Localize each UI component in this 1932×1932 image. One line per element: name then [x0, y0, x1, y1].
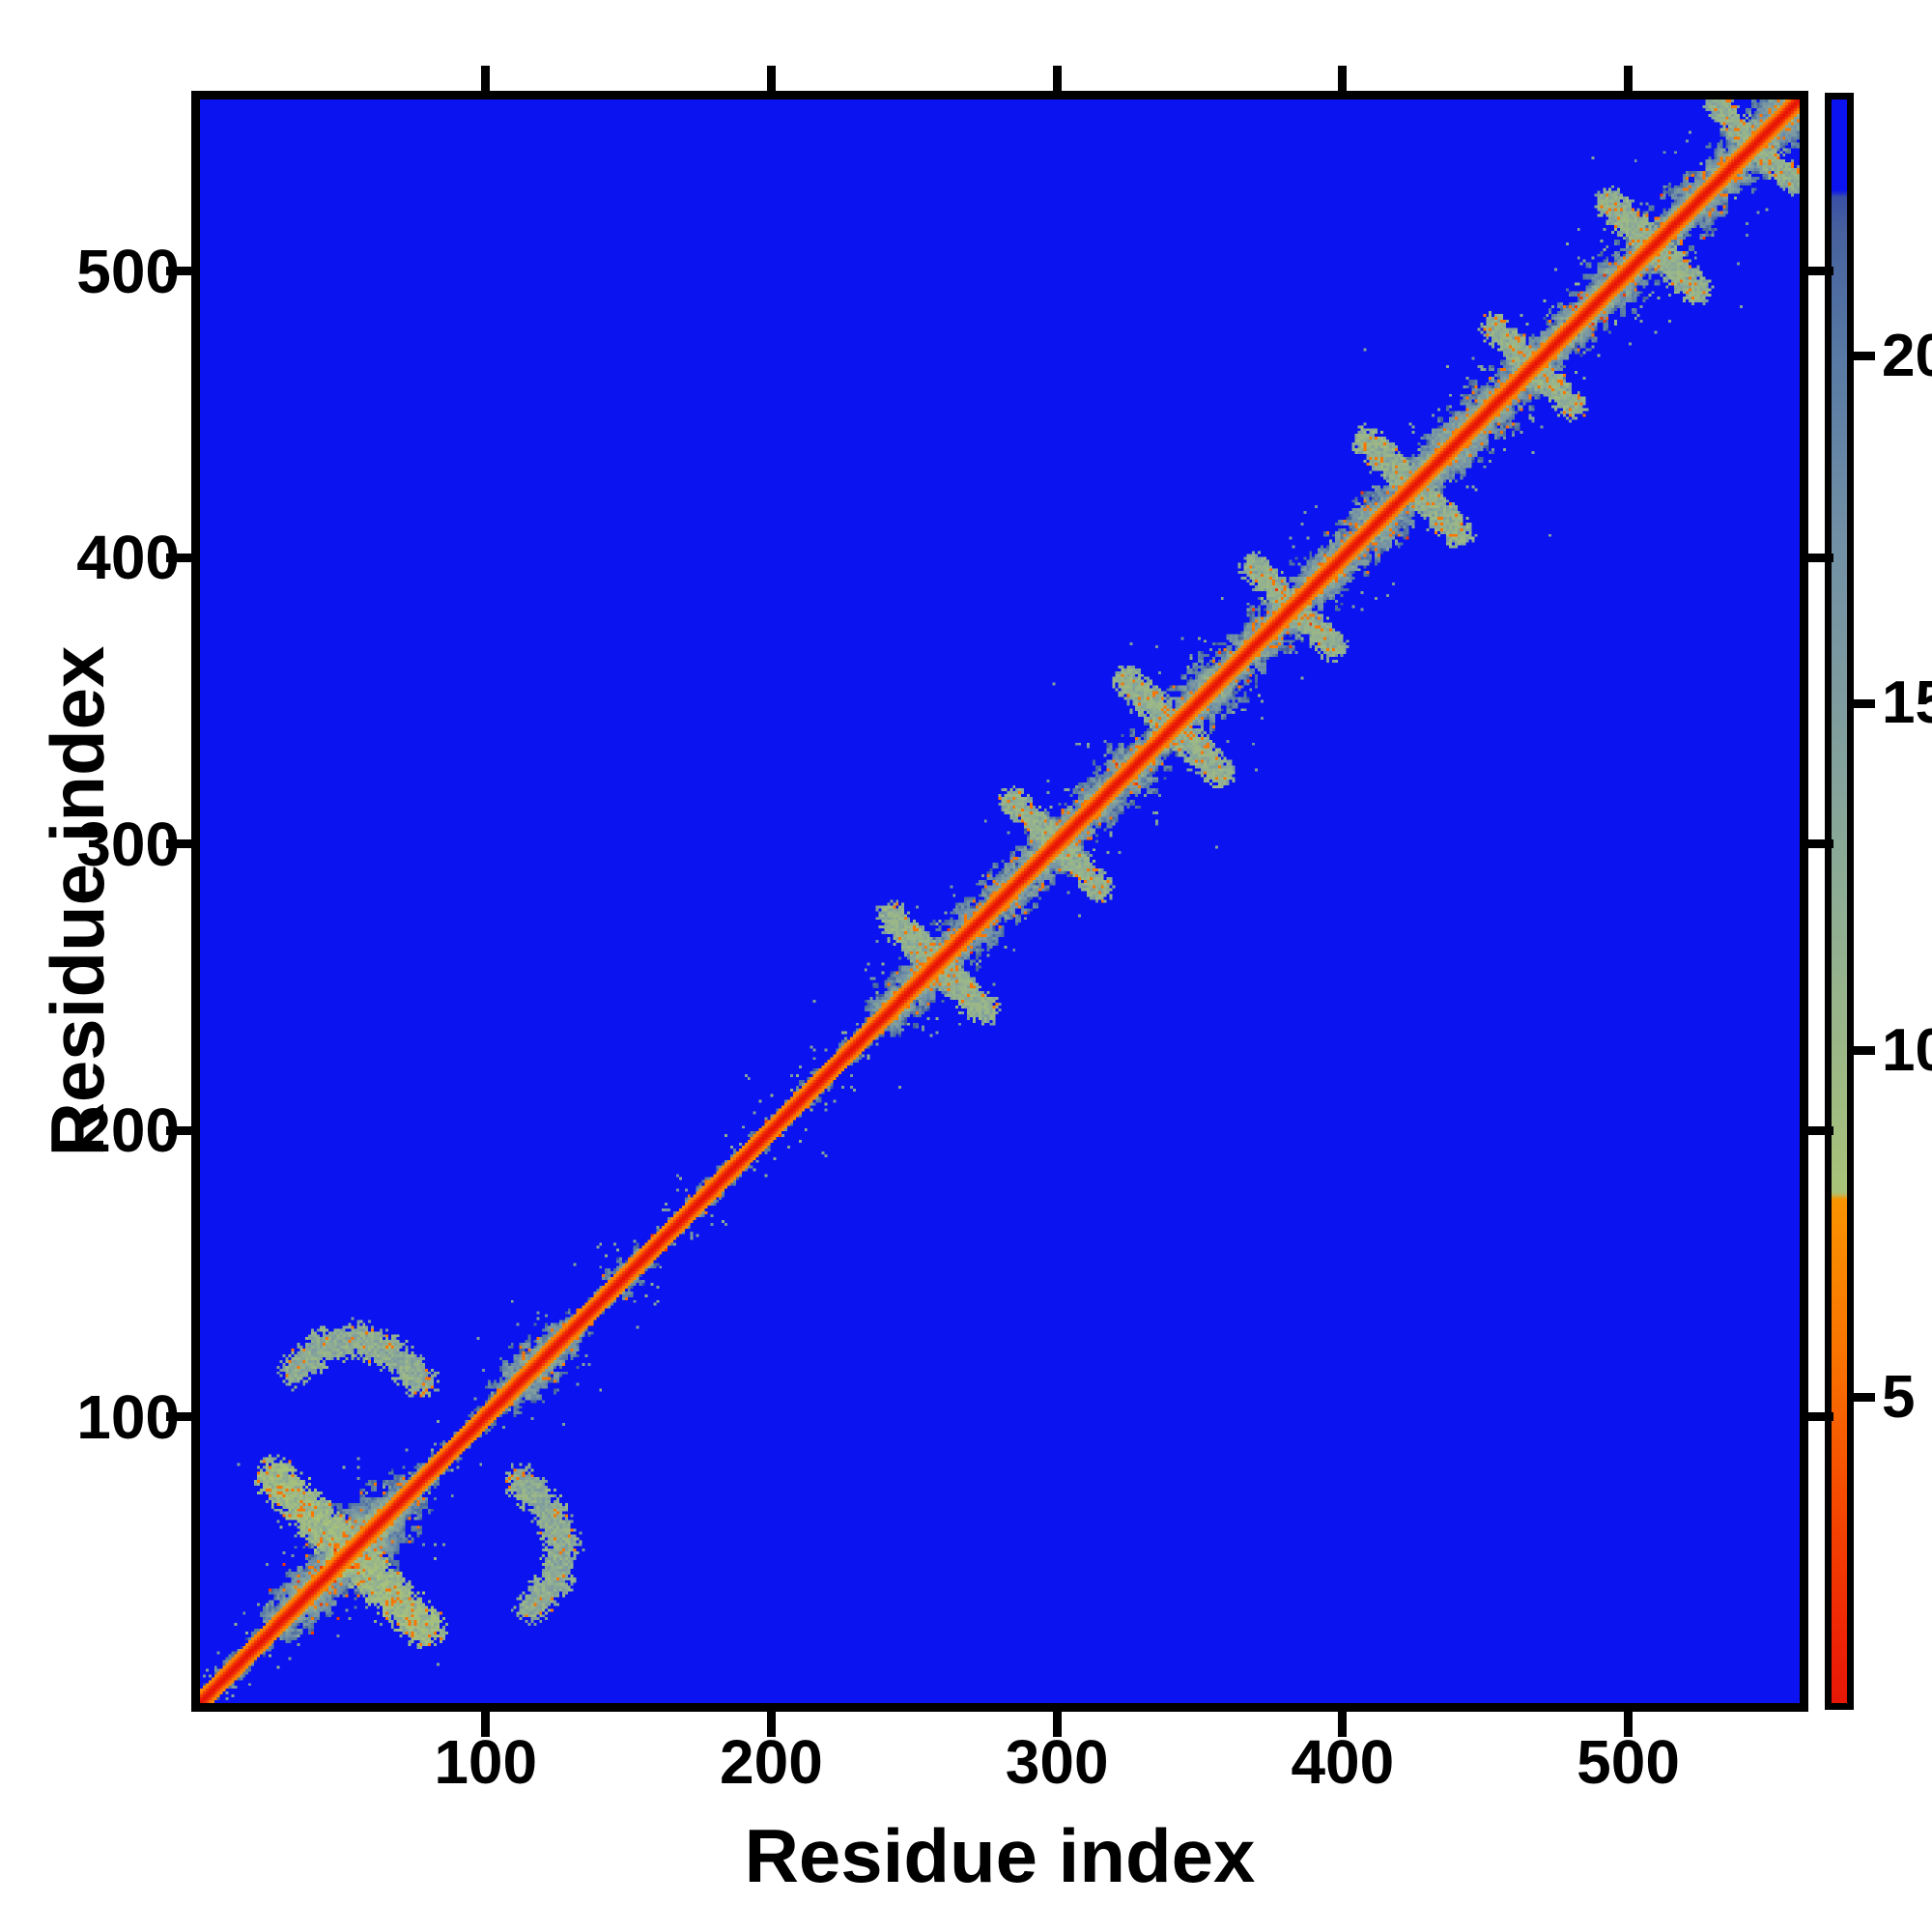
heatmap-plot-area: [191, 91, 1808, 1712]
x-tick-mark-top: [1624, 66, 1634, 91]
y-tick-label: 200: [76, 1095, 180, 1166]
y-tick-mark: [166, 553, 191, 562]
x-tick-mark-top: [766, 66, 776, 91]
x-tick-mark: [1338, 1712, 1348, 1737]
x-tick-label: 200: [720, 1727, 823, 1797]
colorbar-tick-label: 5: [1882, 1363, 1916, 1431]
x-tick-mark-top: [1052, 66, 1062, 91]
colorbar-tick-mark: [1854, 1393, 1875, 1403]
y-tick-label: 500: [76, 236, 180, 306]
heatmap-canvas: [200, 99, 1800, 1703]
y-tick-mark-right: [1808, 553, 1833, 562]
x-tick-mark-top: [1338, 66, 1348, 91]
y-tick-mark: [166, 1125, 191, 1135]
y-tick-mark-right: [1808, 267, 1833, 276]
x-tick-mark: [481, 1712, 491, 1737]
x-tick-mark: [1624, 1712, 1634, 1737]
x-tick-mark: [1052, 1712, 1062, 1737]
y-tick-mark: [166, 267, 191, 276]
x-tick-label: 500: [1577, 1727, 1680, 1797]
colorbar-tick-label: 15: [1882, 669, 1932, 737]
colorbar-tick-mark: [1854, 352, 1875, 361]
x-tick-label: 300: [1005, 1727, 1109, 1797]
y-tick-label: 100: [76, 1381, 180, 1452]
x-axis-title: Residue index: [744, 1813, 1256, 1898]
colorbar-tick-label: 10: [1882, 1016, 1932, 1084]
y-tick-mark-right: [1808, 1412, 1833, 1422]
x-tick-label: 400: [1291, 1727, 1395, 1797]
x-tick-label: 100: [434, 1727, 538, 1797]
colorbar: [1825, 93, 1854, 1710]
colorbar-tick-label: 20: [1882, 322, 1932, 389]
y-axis-title: Residue index: [35, 645, 120, 1157]
y-tick-label: 300: [76, 809, 180, 879]
y-tick-mark-right: [1808, 1125, 1833, 1135]
y-tick-mark: [166, 1412, 191, 1422]
y-tick-mark: [166, 839, 191, 849]
x-tick-mark: [766, 1712, 776, 1737]
colorbar-tick-mark: [1854, 698, 1875, 708]
y-tick-mark-right: [1808, 839, 1833, 849]
colorbar-tick-mark: [1854, 1046, 1875, 1055]
x-tick-mark-top: [481, 66, 491, 91]
colorbar-canvas: [1832, 99, 1847, 1703]
y-tick-label: 400: [76, 523, 180, 593]
